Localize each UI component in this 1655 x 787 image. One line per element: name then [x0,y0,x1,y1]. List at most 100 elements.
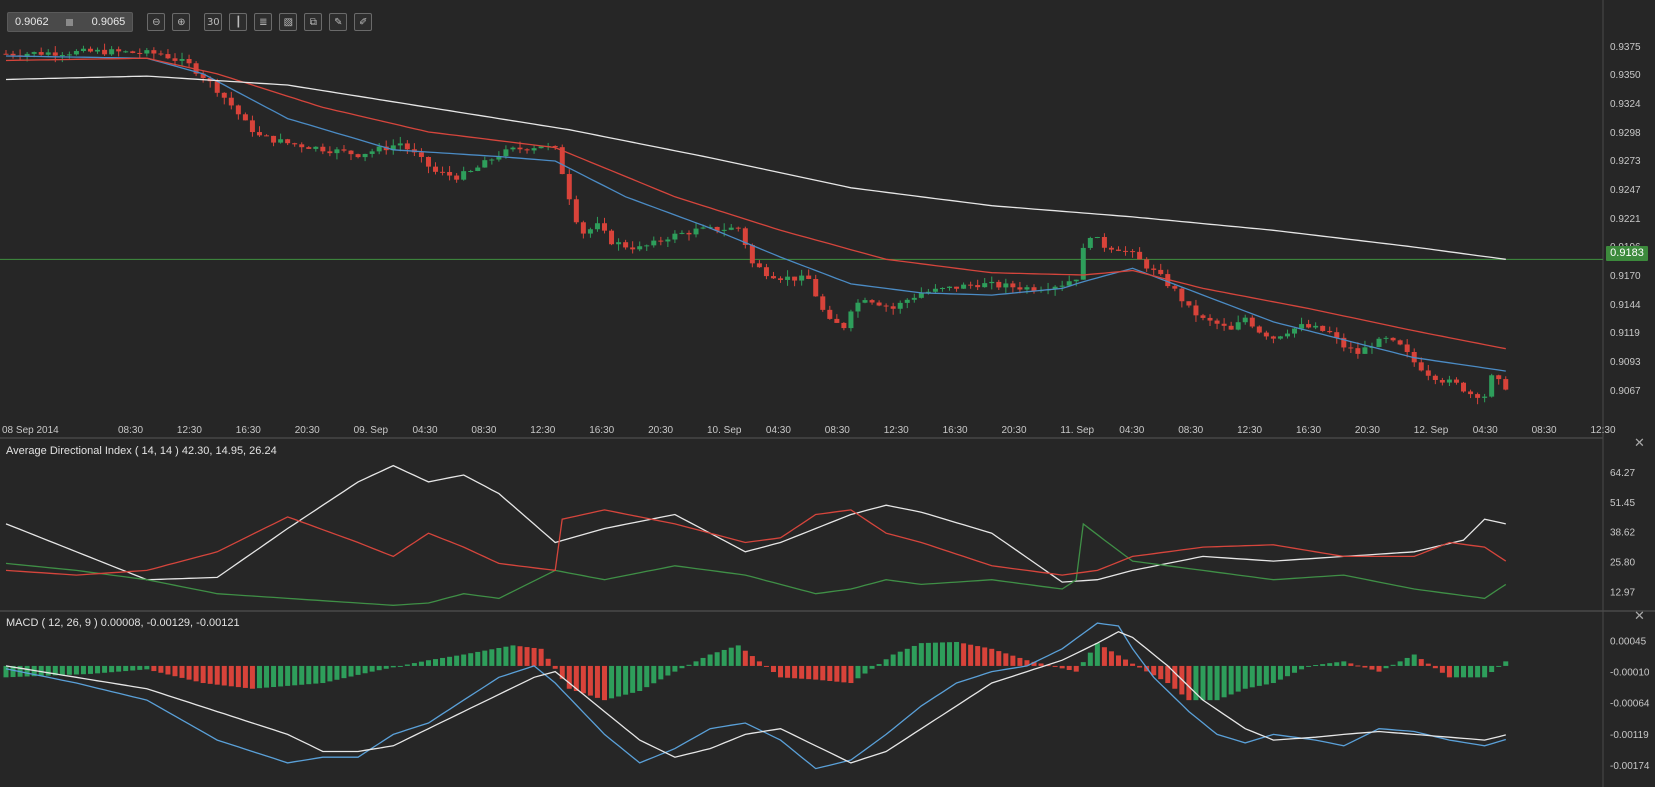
macd-histogram-bar [59,665,65,676]
macd-histogram-bar [707,654,713,666]
macd-histogram-bar [503,646,509,666]
bearish-candle [1496,375,1502,380]
bullish-candle [932,288,938,292]
bullish-candle [728,227,734,230]
bullish-candle [31,52,37,54]
macd-close-icon[interactable]: ✕ [1634,609,1645,624]
macd-histogram-bar [869,665,875,669]
price-separator-icon [65,18,73,26]
bearish-candle [1425,370,1431,376]
bearish-candle [735,227,741,229]
macd-histogram-bar [1172,665,1178,689]
bearish-candle [341,149,347,151]
edit-icon[interactable]: ✎ [329,13,348,31]
macd-histogram-bar [292,665,298,686]
macd-histogram-bar [1235,665,1241,692]
bearish-candle [630,247,636,250]
bullish-candle [1284,333,1290,337]
price-tick-label: 0.9093 [1610,357,1641,368]
macd-histogram-bar [890,654,896,666]
bearish-candle [686,232,692,235]
macd-histogram-bar [911,645,917,666]
bullish-candle [510,147,516,150]
macd-panel-title: MACD ( 12, 26, 9 ) 0.00008, -0.00129, -0… [6,617,240,629]
bullish-candle [982,283,988,288]
macd-histogram-bar [918,643,924,666]
bullish-candle [897,302,903,309]
bullish-candle [369,151,375,154]
macd-histogram-bar [806,665,812,680]
macd-histogram-bar [587,665,593,696]
time-tick-label: 12:30 [884,425,909,436]
bullish-candle [1066,281,1072,286]
macd-histogram-bar [665,665,671,676]
bullish-candle [594,223,600,230]
macd-histogram-bar [932,642,938,666]
macd-histogram-bar [1193,665,1199,701]
macd-histogram-bar [1115,655,1121,666]
bullish-candle [904,299,910,303]
macd-histogram-bar [954,641,960,666]
macd-histogram-bar [510,645,516,666]
price-tick-label: 0.9119 [1610,328,1640,339]
macd-histogram-bar [369,665,375,672]
bid-ask-box[interactable]: 0.9062 0.9065 [7,12,134,32]
bearish-candle [38,52,44,55]
bearish-candle [221,92,227,98]
macd-histogram-bar [411,663,417,666]
bullish-candle [123,51,129,53]
bearish-candle [1390,337,1396,341]
macd-histogram-bar [116,665,122,672]
zoom-in-icon[interactable]: ⊕ [172,13,191,31]
bearish-candle [1214,320,1220,324]
bullish-candle [95,49,101,52]
macd-histogram-bar [1242,665,1248,689]
macd-histogram-bar [362,665,368,674]
adx-tick-label: 64.27 [1610,468,1635,479]
bearish-candle [1355,348,1361,354]
adx-tick-label: 38.62 [1610,528,1635,539]
macd-histogram-bar [158,665,164,673]
bearish-candle [425,156,431,167]
time-tick-label: 08:30 [1178,425,1203,436]
macd-histogram-bar [1123,659,1129,666]
bullish-candle [644,245,650,247]
bearish-candle [1115,249,1121,251]
bullish-candle [862,300,868,303]
bullish-candle [672,233,678,240]
adx-close-icon[interactable]: ✕ [1634,436,1645,451]
time-tick-label: 08 Sep 2014 [2,425,59,436]
zoom-out-icon[interactable]: ⊖ [147,13,166,31]
macd-histogram-bar [278,665,284,687]
candle-style-icon[interactable]: ┃ [229,13,248,31]
draw-tool-icon[interactable]: ✐ [354,13,373,31]
bullish-candle [637,246,643,250]
bearish-candle [601,223,607,231]
bearish-candle [433,166,439,172]
macd-histogram-bar [1341,661,1347,666]
macd-histogram-bar [45,665,51,676]
bullish-candle [587,229,593,234]
bearish-candle [1341,337,1347,348]
indicators-icon[interactable]: ≣ [254,13,273,31]
template-icon[interactable]: ⧉ [304,13,323,31]
macd-histogram-bar [1461,665,1467,678]
bearish-candle [214,81,220,93]
macd-histogram-bar [939,642,945,666]
macd-histogram-bar [623,665,629,695]
macd-histogram-bar [785,665,791,678]
macd-histogram-bar [616,665,622,697]
macd-histogram-bar [376,665,382,671]
macd-histogram-bar [137,665,143,670]
time-tick-label: 20:30 [1355,425,1380,436]
chart-type-icon[interactable]: ▧ [279,13,298,31]
bullish-candle [925,291,931,294]
time-tick-label: 16:30 [236,425,261,436]
timeframe-icon[interactable]: 30 [204,13,223,31]
bullish-candle [947,286,953,288]
macd-histogram-bar [559,665,565,679]
macd-histogram-bar [742,650,748,666]
bearish-candle [1249,317,1255,327]
macd-histogram-bar [1130,663,1136,666]
